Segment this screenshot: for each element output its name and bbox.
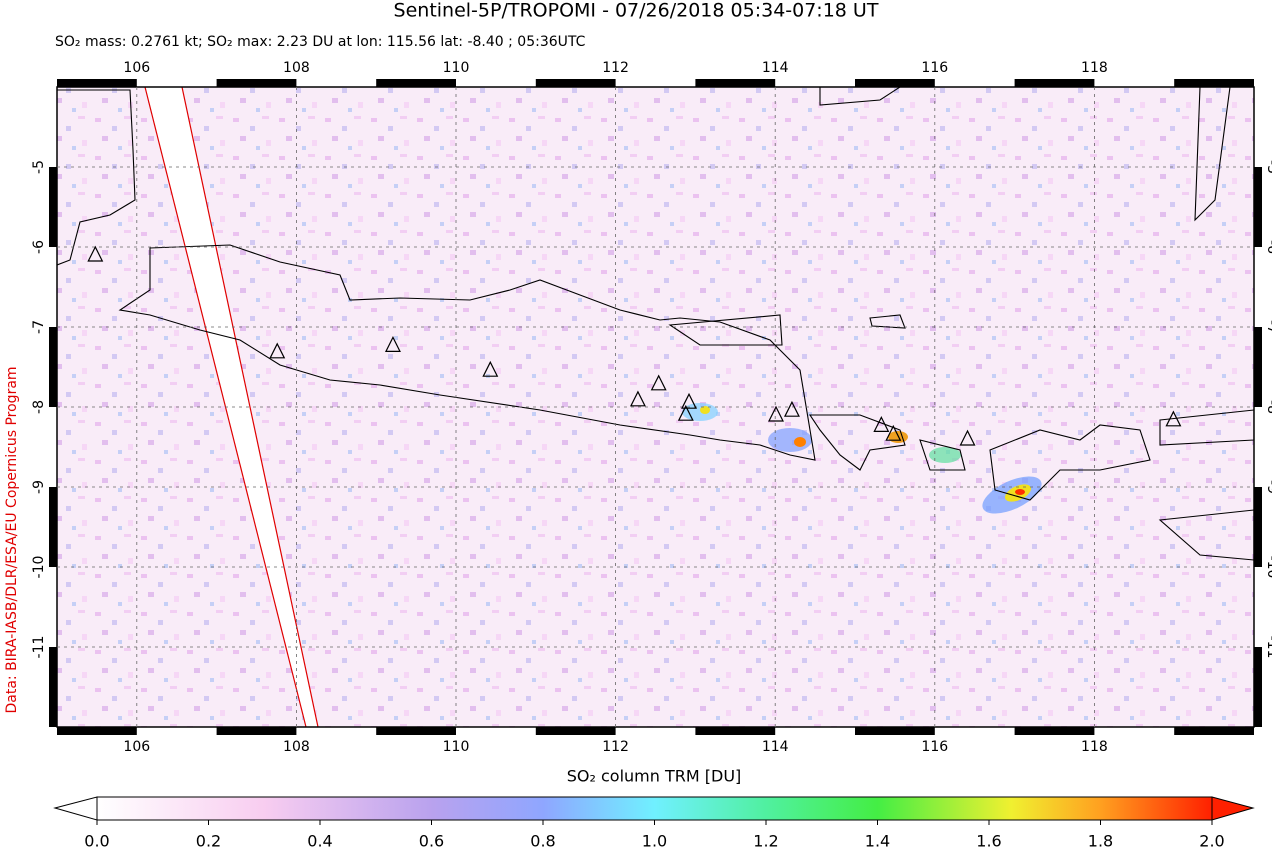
frame-bar [535,727,616,735]
y-tick-label: -10 [1264,556,1272,579]
frame-bar [1254,647,1262,727]
frame-bar [49,167,57,247]
volcano [384,336,401,352]
colorbar-label: SO₂ column TRM [DU] [567,767,742,786]
colorbar-tick-label: 1.0 [642,832,667,851]
subtitle: SO₂ mass: 0.2761 kt; SO₂ max: 2.23 DU at… [55,34,586,50]
y-tick-label: -6 [1264,240,1272,254]
frame-bar [695,79,776,87]
frame-bar [216,727,297,735]
volcano [87,245,104,262]
frame-bar [855,79,935,87]
volcano [269,342,286,359]
volcano [873,416,890,432]
x-tick-label: 118 [1081,739,1108,755]
x-tick-label: 106 [123,60,150,76]
volcano [650,374,667,391]
frame-bar [695,727,776,735]
volcano [677,404,694,421]
colorbar-tick-label: 2.0 [1199,832,1224,851]
title: Sentinel-5P/TROPOMI - 07/26/2018 05:34-0… [394,0,879,22]
map-area [57,87,1254,727]
frame-bar [535,79,616,87]
frame-bar [216,79,297,87]
colorbar-tick-label: 1.2 [753,832,778,851]
colorbar-tick-label: 0.2 [196,832,221,851]
frame-bar [1174,79,1254,87]
frame-bar [1174,727,1254,735]
colorbar [96,796,1213,821]
credit: Data: BIRA-IASB/DLR/ESA/EU Copernicus Pr… [4,366,20,713]
y-tick-label: -11 [1264,636,1272,659]
x-tick-label: 114 [762,60,789,76]
frame-bar [49,487,57,567]
volcano [768,405,784,422]
frame-bar [376,727,456,735]
colorbar-tick-label: 0.6 [419,832,444,851]
y-tick-label: -8 [1264,400,1272,414]
frame-bar [49,327,57,407]
frame-bar [1014,727,1095,735]
y-tick-label: -9 [1264,480,1272,494]
x-tick-label: 114 [762,739,789,755]
colorbar-tick-label: 0.4 [307,832,332,851]
volcano [1165,410,1182,427]
x-tick-label: 108 [283,739,310,755]
volcano [959,429,976,446]
y-tick-label: -8 [31,400,47,414]
volcano [629,390,646,407]
volcano [681,392,697,409]
colorbar-tick-label: 0.8 [530,832,555,851]
colorbar-tick-label: 1.4 [865,832,890,851]
x-tick-label: 112 [602,60,629,76]
volcano [885,424,902,441]
x-tick-label: 110 [443,60,470,76]
frame-bar [49,647,57,727]
volcano [482,360,499,377]
colorbar-under [53,796,98,821]
x-tick-label: 106 [123,739,150,755]
frame-bar [57,727,137,735]
y-tick-label: -7 [1264,320,1272,334]
y-tick-label: -6 [31,240,47,254]
x-tick-label: 116 [921,739,948,755]
y-tick-label: -7 [31,320,47,334]
frame-bar [1254,167,1262,247]
colorbar-tick-label: 0.0 [84,832,109,851]
frame-bar [376,79,456,87]
y-tick-label: -5 [1264,160,1272,174]
y-tick-label: -9 [31,480,47,494]
colorbar-tick-label: 1.6 [976,832,1001,851]
volcano [783,400,800,417]
x-tick-label: 108 [283,60,310,76]
frame-bar [1254,487,1262,567]
y-tick-label: -10 [31,556,47,579]
y-tick-label: -5 [31,160,47,174]
y-tick-label: -11 [31,636,47,659]
frame-bar [855,727,935,735]
x-tick-label: 112 [602,739,629,755]
frame-bar [1014,79,1095,87]
x-tick-label: 118 [1081,60,1108,76]
frame-bars [49,79,1262,735]
x-tick-label: 110 [443,739,470,755]
colorbar-tick-label: 1.8 [1088,832,1113,851]
colorbar-over [1211,796,1255,821]
frame-bar [57,79,137,87]
x-tick-label: 116 [921,60,948,76]
frame-bar [1254,327,1262,407]
